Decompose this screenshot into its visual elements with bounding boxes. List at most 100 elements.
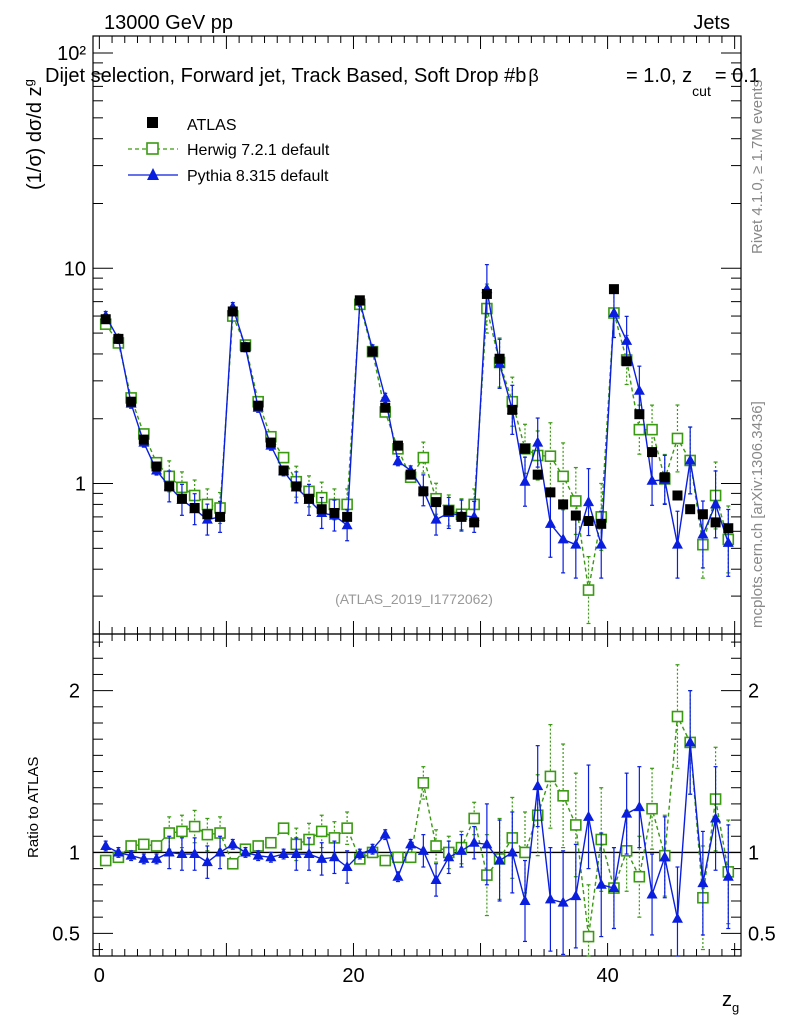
title-zcut-sub: cut: [692, 83, 711, 99]
legend-marker-herwig: [146, 142, 159, 155]
herwig-ratio-point: [392, 851, 404, 864]
legend-label-herwig: Herwig 7.2.1 default: [187, 142, 330, 159]
atlas-point: [520, 443, 530, 454]
tick-labels: 0 20 40 1 10 10² 0.5 0.5 1 1 2 2: [52, 43, 776, 987]
atlas-point: [634, 409, 645, 420]
herwig-ratio-point: [201, 828, 214, 841]
herwig-ratio-point: [633, 870, 646, 883]
pythia-ratio-point: [455, 844, 467, 855]
pythia-point: [684, 454, 696, 465]
plot-title-main: Dijet selection, Forward jet, Track Base…: [45, 65, 526, 87]
atlas-point: [532, 469, 543, 480]
atlas-point: [583, 515, 594, 526]
pythia-ratio-point: [278, 848, 290, 859]
pythia-point: [710, 498, 722, 509]
pythia-ratio-point: [506, 846, 518, 857]
pythia-ratio-point: [252, 849, 264, 860]
pythia-ratio-point: [443, 851, 455, 862]
pythia-ratio-point: [494, 854, 506, 865]
pythia-point: [595, 538, 607, 549]
herwig-ratio-point: [176, 825, 188, 838]
atlas-point: [431, 497, 442, 508]
main-ylabel-text: (1/σ) dσ/d z: [24, 86, 46, 190]
legend-marker-atlas: [147, 117, 158, 128]
herwig-point: [544, 450, 557, 462]
pythia-ratio-point: [328, 851, 340, 862]
pythia-ratio-point: [684, 736, 696, 747]
pythia-point: [697, 528, 709, 539]
pythia-ratio-point: [316, 852, 328, 863]
x-tick-label: 40: [596, 965, 618, 987]
pythia-ratio-point: [112, 846, 124, 857]
atlas-point: [278, 465, 289, 476]
atlas-point: [443, 505, 454, 516]
herwig-ratio-point: [557, 790, 569, 802]
atlas-point: [164, 481, 175, 492]
main-ylabel-sub: g: [21, 79, 36, 86]
atlas-point: [354, 295, 365, 306]
pythia-ratio-point: [176, 848, 188, 859]
herwig-ratio-point: [544, 770, 557, 783]
y-tick-label-ratio-right: 0.5: [748, 923, 776, 945]
atlas-point: [405, 469, 416, 480]
atlas-point: [570, 510, 581, 521]
main-plot-marks: [99, 264, 735, 625]
atlas-point: [723, 523, 734, 534]
herwig-ratio-point: [265, 836, 277, 849]
pythia-ratio-point: [481, 838, 493, 849]
herwig-point: [570, 495, 582, 507]
pythia-point: [519, 475, 531, 486]
y-tick-label-main: 10²: [57, 43, 86, 65]
atlas-point: [342, 511, 353, 522]
pythia-ratio-point: [544, 893, 556, 904]
atlas-point: [329, 507, 340, 518]
mcplots-label: mcplots.cern.ch [arXiv:1306.3436]: [749, 401, 766, 628]
atlas-point: [176, 493, 187, 504]
herwig-ratio-point: [570, 819, 582, 831]
atlas-point: [304, 493, 314, 504]
pythia-ratio-point: [405, 838, 417, 849]
ratio-ylabel: Ratio to ATLAS: [25, 757, 42, 858]
herwig-ratio-point: [519, 846, 531, 859]
title-beta-value: = 1.0, z: [626, 65, 692, 87]
y-tick-label-ratio: 0.5: [52, 923, 80, 945]
pythia-point: [646, 474, 658, 485]
xlabel-text: z: [722, 989, 732, 1011]
herwig-point: [341, 498, 353, 511]
herwig-ratio-point: [99, 854, 112, 867]
herwig-ratio-point: [379, 854, 392, 867]
pythia-ratio-point: [570, 890, 582, 901]
atlas-point: [392, 440, 403, 451]
herwig-ratio-point: [125, 840, 137, 852]
pythia-ratio-point: [354, 848, 366, 859]
y-tick-label-ratio: 1: [69, 842, 80, 864]
atlas-point: [202, 509, 213, 520]
plot-title: Dijet selection, Forward jet, Track Base…: [45, 65, 539, 87]
pythia-ratio-point: [341, 861, 353, 872]
atlas-point: [113, 333, 124, 344]
pythia-ratio-point: [671, 912, 683, 923]
xlabel: zg: [722, 989, 739, 1015]
atlas-point: [481, 288, 492, 299]
atlas-point: [126, 396, 137, 407]
atlas-point: [647, 447, 658, 458]
ratio-plot-marks: [93, 664, 741, 957]
atlas-point: [659, 472, 670, 483]
atlas-point: [697, 509, 708, 520]
pythia-point: [583, 496, 595, 507]
herwig-ratio-point: [341, 822, 353, 834]
pythia-ratio-point: [138, 852, 150, 863]
herwig-ratio-line: [105, 713, 729, 937]
atlas-point: [227, 306, 238, 317]
herwig-ratio-point: [188, 820, 201, 833]
atlas-point: [685, 504, 696, 515]
herwig-ratio-point: [150, 840, 163, 852]
herwig-point: [633, 423, 646, 436]
legend-label-atlas: ATLAS: [187, 117, 237, 134]
atlas-point: [672, 490, 683, 501]
pythia-point: [621, 334, 633, 345]
herwig-ratio-point: [252, 840, 264, 852]
atlas-point: [240, 342, 251, 353]
pythia-point: [557, 533, 569, 544]
pythia-ratio-point: [557, 896, 569, 907]
